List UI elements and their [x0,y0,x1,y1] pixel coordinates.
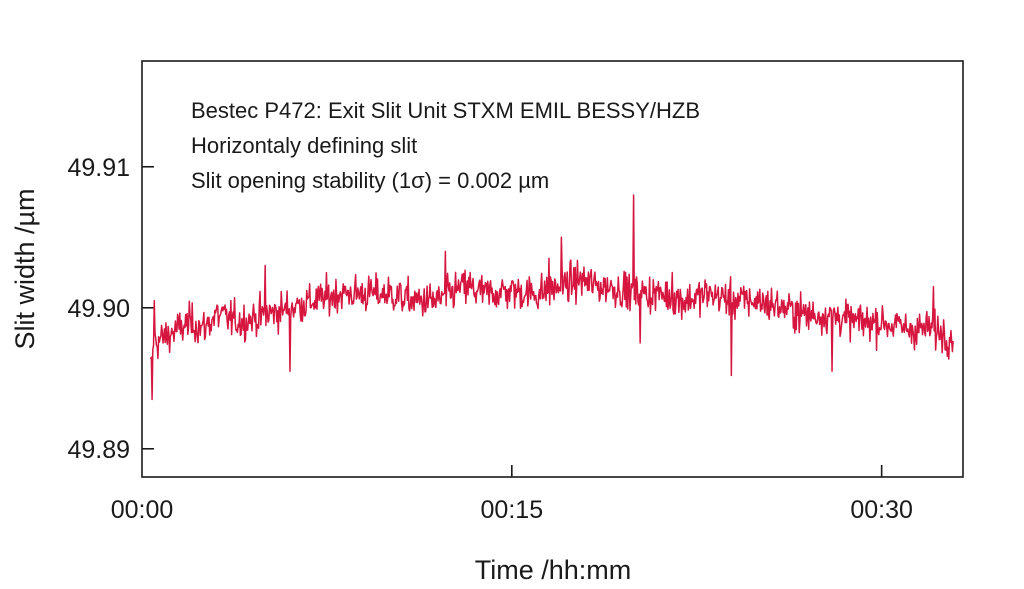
x-axis-title: Time /hh:mm [475,555,632,585]
y-tick-label: 49.89 [67,436,130,464]
y-tick-label: 49.91 [67,154,130,182]
series-line-slit-width [149,194,954,401]
x-axis-ticks: 00:00 00:15 00:30 [111,465,913,524]
plot-frame [141,60,964,478]
y-tick-label: 49.90 [67,295,130,323]
x-tick-label: 00:15 [481,496,544,524]
annotation-line-1: Bestec P472: Exit Slit Unit STXM EMIL BE… [191,98,700,123]
x-tick-label: 00:30 [850,496,913,524]
y-axis-title: Slit width /µm [10,188,40,349]
annotation-line-3: Slit opening stability (1σ) = 0.002 µm [191,168,549,193]
x-tick-label: 00:00 [111,496,174,524]
y-axis-ticks: 49.89 49.90 49.91 [67,154,154,464]
annotation-line-2: Horizontaly defining slit [191,133,417,158]
